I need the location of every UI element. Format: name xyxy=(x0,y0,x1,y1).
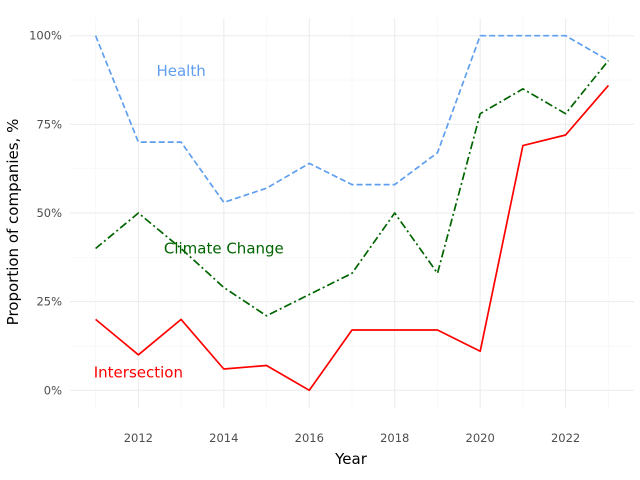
y-tick-label: 0% xyxy=(44,383,62,397)
series-line-health xyxy=(94,34,609,204)
series-lines xyxy=(94,34,610,392)
series-line-climate-change xyxy=(95,59,610,317)
series-line-intersection xyxy=(95,84,610,392)
series-labels: Health Climate Change Intersection xyxy=(94,62,284,381)
y-axis-title: Proportion of companies, % xyxy=(4,119,22,326)
x-tick-label: 2014 xyxy=(209,431,238,445)
series-label-intersection: Intersection xyxy=(94,364,183,382)
x-tick-label: 2022 xyxy=(551,431,580,445)
y-tick-label: 75% xyxy=(36,117,62,131)
x-tick-label: 2012 xyxy=(124,431,153,445)
x-axis-title: Year xyxy=(334,450,368,468)
tick-labels: 2012 2014 2016 2018 2020 2022 0% 25% 50% 75% 100% xyxy=(29,29,580,445)
x-tick-label: 2018 xyxy=(380,431,409,445)
y-tick-label: 25% xyxy=(36,295,62,309)
y-tick-label: 50% xyxy=(36,206,62,220)
x-tick-label: 2016 xyxy=(295,431,324,445)
series-label-health: Health xyxy=(156,62,205,80)
x-tick-label: 2020 xyxy=(466,431,495,445)
series-label-climate-change: Climate Change xyxy=(164,239,284,257)
grid xyxy=(70,18,634,408)
y-tick-label: 100% xyxy=(29,29,62,43)
